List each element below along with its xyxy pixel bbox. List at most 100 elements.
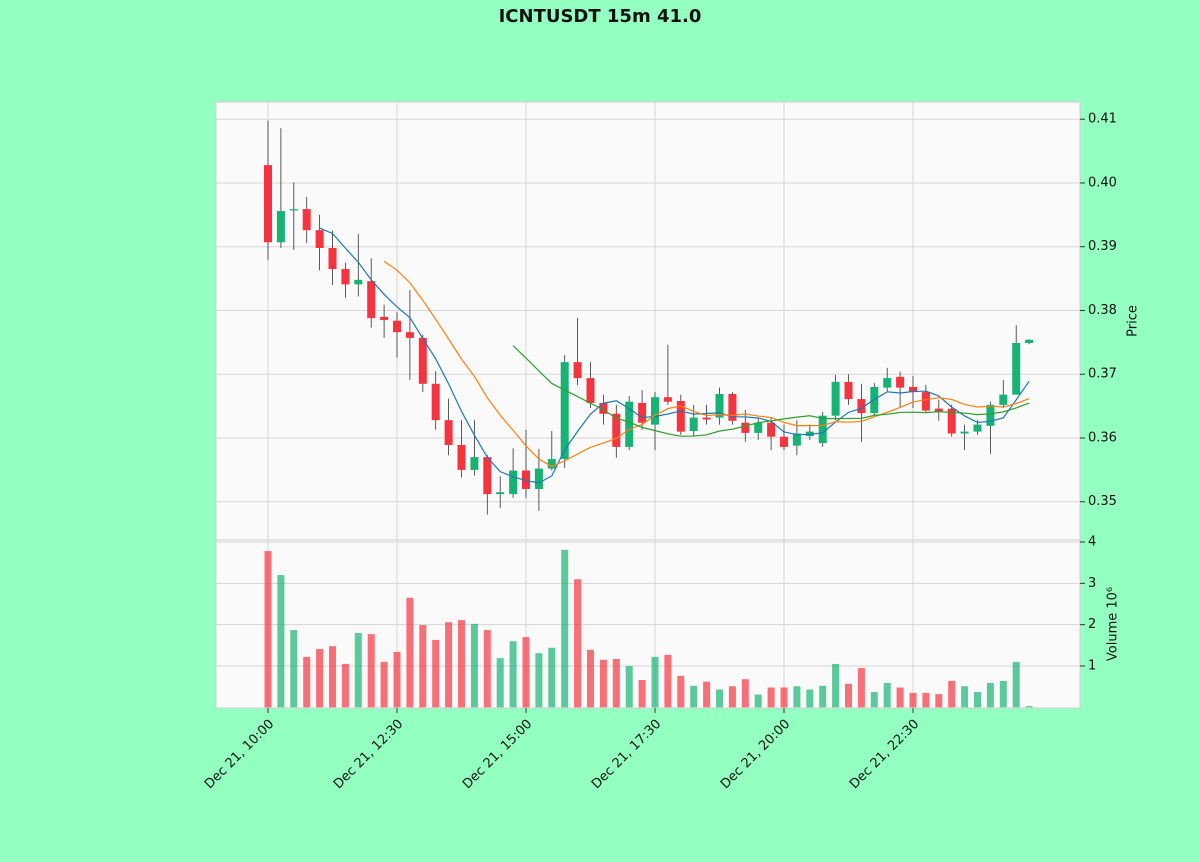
volume-bar <box>303 656 311 708</box>
volume-bar <box>728 686 736 708</box>
volume-bar <box>509 641 517 708</box>
moving-average <box>319 227 1030 484</box>
candle-body <box>586 378 595 403</box>
volume-bar <box>780 687 788 708</box>
volume-bar <box>974 692 981 708</box>
volume-bar <box>1012 661 1020 708</box>
candle-body <box>715 394 724 418</box>
y-tick-label: 0.41 <box>1088 112 1117 127</box>
candle-body <box>315 230 324 248</box>
volume-bar <box>883 682 891 708</box>
y-tick-label: 1 <box>1088 659 1096 674</box>
volume-bar <box>832 663 840 708</box>
y-tick-label: 0.36 <box>1088 430 1117 445</box>
y-tick-label: 3 <box>1088 576 1096 591</box>
candle-body <box>676 401 685 432</box>
volume-bar <box>857 668 865 708</box>
volume-bar <box>483 630 491 708</box>
candle-body <box>625 401 634 447</box>
x-tick-label: Dec 21, 15:00 <box>460 717 535 792</box>
y-axis-label: Price <box>1126 305 1141 337</box>
x-tick-label: Dec 21, 10:00 <box>202 717 277 792</box>
candle-body <box>470 457 479 470</box>
volume-bar <box>625 666 633 708</box>
candle-body <box>264 165 272 243</box>
volume-bar <box>367 634 375 708</box>
volume-bar <box>406 597 414 708</box>
volume-bar <box>612 658 620 708</box>
volume-bar <box>277 575 285 708</box>
volume-axis-label: Volume 10⁶ <box>1106 587 1121 661</box>
candle-body <box>883 378 892 388</box>
candle-body <box>393 320 401 333</box>
candle-body <box>302 209 311 231</box>
price-panel <box>215 101 1081 541</box>
candle-body <box>663 397 672 402</box>
candle-body <box>934 408 943 412</box>
x-tick-label: Dec 21, 20:00 <box>718 717 793 792</box>
volume-bar <box>354 632 362 708</box>
candle-body <box>728 394 737 421</box>
candle-body <box>960 431 969 434</box>
candle-body <box>418 337 427 384</box>
volume-bar <box>638 680 646 708</box>
candle-body <box>857 399 866 414</box>
candle-body <box>921 392 930 411</box>
candle-body <box>289 209 298 211</box>
volume-bar <box>896 687 904 708</box>
volume-bar <box>329 646 336 708</box>
volume-bar <box>432 639 440 708</box>
volume-bar <box>909 692 917 708</box>
volume-bar <box>793 686 801 708</box>
x-tick-label: Dec 21, 22:30 <box>847 717 922 792</box>
candle-body <box>560 362 569 460</box>
candle-body <box>818 415 827 444</box>
y-tick-label: 0.35 <box>1088 494 1117 509</box>
candle-body <box>741 422 750 433</box>
candle-body <box>651 397 659 425</box>
y-tick-label: 2 <box>1088 617 1096 632</box>
volume-bar <box>664 654 672 708</box>
candle-body <box>496 492 505 495</box>
y-tick-label: 0.39 <box>1088 239 1117 254</box>
candle-body <box>689 417 698 431</box>
volume-bar <box>741 679 749 708</box>
volume-bar <box>754 694 762 708</box>
volume-bar <box>961 686 969 708</box>
candle-body <box>509 470 518 495</box>
volume-bar <box>587 649 594 708</box>
volume-bar <box>561 549 569 708</box>
x-tick-label: Dec 21, 17:30 <box>589 717 664 792</box>
volume-bar <box>703 681 711 708</box>
candle-body <box>896 376 905 388</box>
candle-body <box>534 468 543 489</box>
volume-bar <box>1025 706 1033 708</box>
candle-body <box>973 424 982 432</box>
volume-bar <box>393 651 401 708</box>
volume-bar <box>935 694 943 708</box>
candle-body <box>276 211 285 243</box>
candle-body <box>767 422 776 437</box>
y-tick-label: 0.40 <box>1088 175 1117 190</box>
y-tick-label: 0.38 <box>1088 303 1117 318</box>
candle-body <box>522 470 530 489</box>
volume-bar <box>470 623 478 708</box>
candle-body <box>792 433 801 446</box>
candle-body <box>328 248 337 270</box>
volume-bar <box>496 658 504 708</box>
candle-body <box>457 445 466 470</box>
candle-body <box>431 383 440 421</box>
candle-body <box>947 408 956 434</box>
candle-body <box>754 422 763 433</box>
volume-bar <box>290 630 298 708</box>
volume-bar <box>690 685 698 708</box>
volume-bar <box>870 692 878 708</box>
volume-bar <box>316 649 324 708</box>
volume-bar <box>806 689 814 708</box>
volume-bar <box>419 625 427 708</box>
candle-body <box>599 402 608 414</box>
candle-body <box>354 279 363 285</box>
candle-body <box>573 362 582 379</box>
volume-bar <box>819 685 827 708</box>
